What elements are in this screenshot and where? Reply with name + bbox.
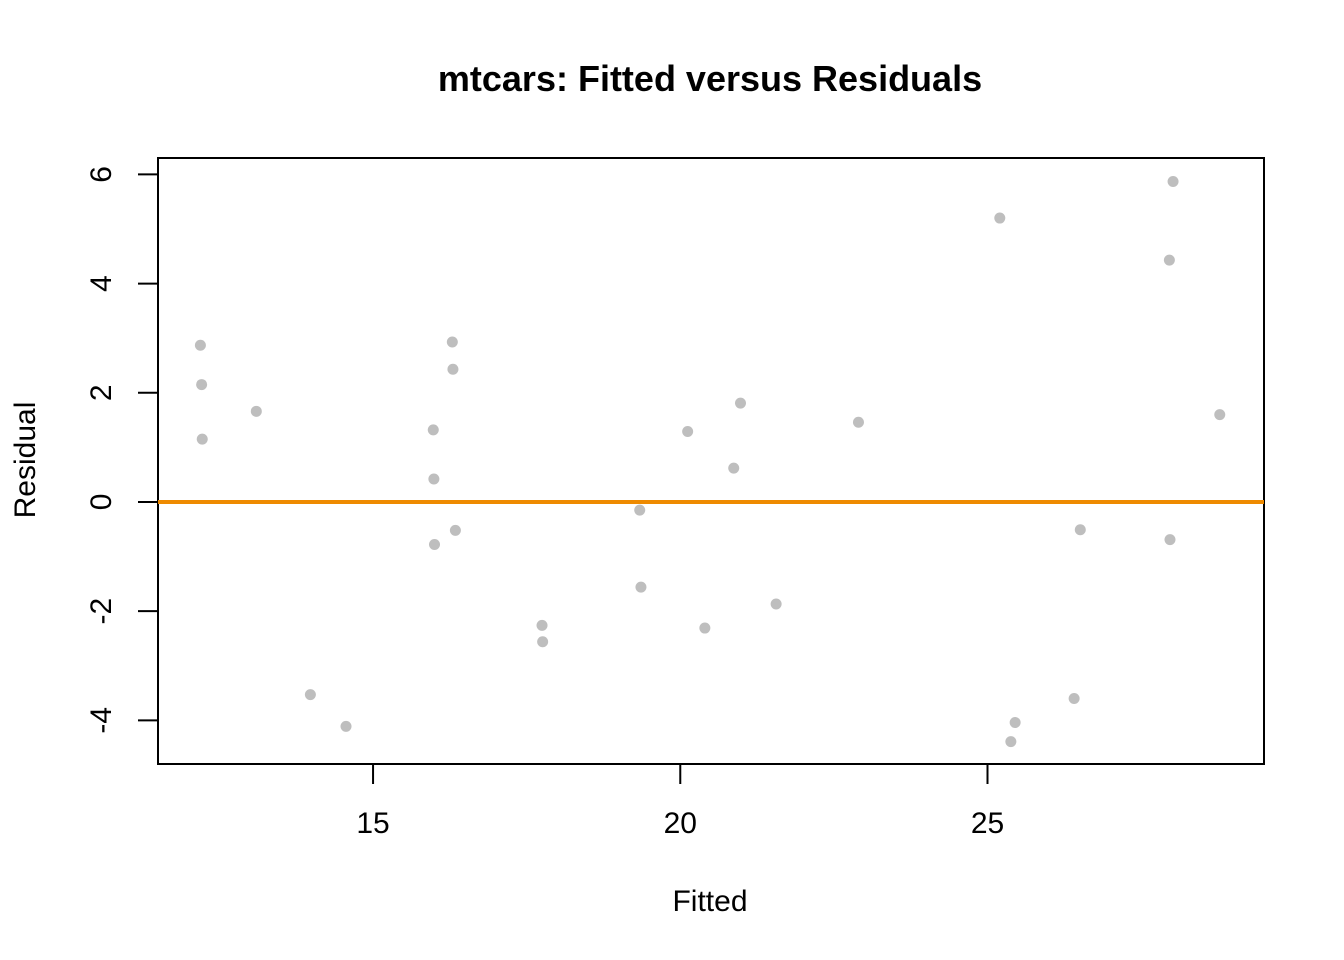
data-point (699, 622, 711, 634)
chart-title: mtcars: Fitted versus Residuals (438, 58, 982, 99)
data-point (994, 212, 1006, 224)
data-point (340, 720, 352, 732)
y-tick-label: -2 (85, 598, 118, 625)
data-point (635, 581, 647, 593)
data-point (196, 433, 208, 445)
plot-frame (157, 157, 1265, 765)
data-point (196, 379, 208, 391)
data-point (304, 689, 316, 701)
data-point (447, 363, 459, 375)
data-point (194, 339, 206, 351)
data-point (634, 504, 646, 516)
data-point (537, 636, 549, 648)
data-point (1005, 736, 1017, 748)
data-point (682, 426, 694, 438)
x-tick-label: 15 (356, 807, 389, 840)
data-point (852, 416, 864, 428)
data-point (1164, 534, 1176, 546)
data-point (728, 462, 740, 474)
data-point (250, 405, 262, 417)
data-point (1163, 254, 1175, 266)
data-point (428, 473, 440, 485)
data-point (429, 539, 440, 551)
data-point (449, 524, 461, 536)
x-tick-label: 20 (664, 807, 697, 840)
y-tick-label: 6 (85, 166, 118, 183)
y-tick-label: -4 (85, 707, 118, 734)
data-point (770, 598, 782, 610)
data-point (1167, 175, 1179, 187)
data-point (734, 397, 746, 409)
data-point (536, 619, 548, 631)
x-tick-label: 25 (971, 807, 1004, 840)
y-tick-label: 4 (85, 275, 118, 292)
data-point (1068, 692, 1080, 704)
data-point (1009, 717, 1021, 729)
y-axis-label: Residual (9, 402, 42, 519)
data-point (1214, 409, 1226, 421)
data-point (446, 336, 458, 348)
plot-area: 15 20 25 -4 -2 0 2 4 6 (85, 157, 1265, 840)
x-axis-label: Fitted (672, 885, 747, 918)
y-tick-label: 2 (85, 384, 118, 401)
data-point (427, 424, 439, 436)
y-tick-label: 0 (85, 494, 118, 511)
data-point (1074, 524, 1086, 536)
